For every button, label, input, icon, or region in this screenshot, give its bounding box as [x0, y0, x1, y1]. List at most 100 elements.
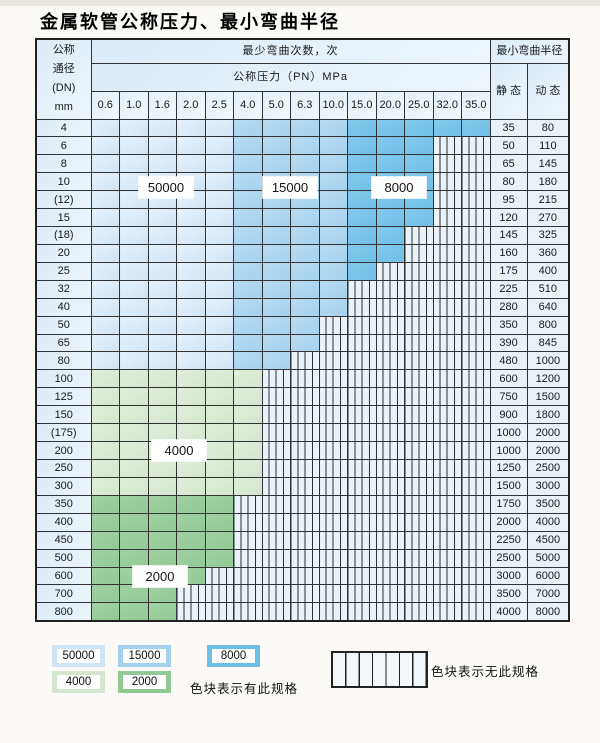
table-row: 4 35 80	[35, 118, 570, 138]
no-spec-cell	[461, 423, 491, 443]
spec-cell	[233, 279, 263, 299]
spec-cell	[147, 476, 177, 496]
no-spec-cell	[432, 333, 462, 353]
dn-cell: 500	[35, 548, 92, 568]
no-spec-cell	[432, 530, 462, 550]
no-spec-cell	[290, 566, 320, 586]
spec-cell	[147, 459, 177, 478]
no-spec-cell	[290, 405, 320, 425]
table-row: 100 600 1200	[35, 369, 570, 389]
spec-cell	[147, 405, 177, 425]
spec-cell	[176, 190, 206, 210]
dynamic-radius-cell: 400	[526, 261, 570, 281]
no-spec-hatch-swatch	[331, 651, 428, 688]
spec-cell	[204, 441, 234, 461]
table-row: 32 225 510	[35, 279, 570, 299]
spec-cell	[318, 279, 348, 299]
spec-cell	[147, 333, 177, 353]
no-spec-cell	[404, 494, 434, 514]
spec-cell	[290, 333, 320, 353]
no-spec-cell	[347, 297, 377, 317]
no-spec-cell	[461, 441, 491, 461]
spec-cell	[261, 172, 291, 192]
no-spec-cell	[461, 387, 491, 407]
dn-cell: 700	[35, 584, 92, 604]
spec-cell	[204, 279, 234, 299]
no-spec-cell	[347, 512, 377, 532]
dn-cell: 20	[35, 243, 92, 263]
spec-cell	[233, 118, 263, 138]
no-spec-cell	[432, 190, 462, 210]
pressure-col-header: 10.0	[318, 90, 348, 120]
no-spec-cell	[261, 441, 291, 461]
dynamic-radius-cell: 180	[526, 172, 570, 192]
spec-cell	[176, 512, 206, 532]
no-spec-cell	[375, 297, 405, 317]
table-row: 800 4000 8000	[35, 602, 570, 622]
dn-column-header: 公称 通径 (DN) mm	[35, 38, 92, 120]
no-spec-cell	[461, 333, 491, 353]
no-spec-cell	[290, 548, 320, 568]
no-spec-cell	[318, 351, 348, 371]
spec-cell	[147, 369, 177, 389]
dynamic-radius-cell: 845	[526, 333, 570, 353]
spec-cell	[147, 494, 177, 514]
dn-cell: 6	[35, 136, 92, 156]
dynamic-radius-cell: 3000	[526, 476, 570, 496]
spec-cell	[147, 208, 177, 228]
no-spec-cell	[375, 530, 405, 550]
no-spec-cell	[404, 226, 434, 245]
table-row: 10 80 180	[35, 172, 570, 192]
spec-cell	[318, 226, 348, 245]
no-spec-cell	[404, 602, 434, 622]
dynamic-radius-cell: 360	[526, 243, 570, 263]
spec-cell	[233, 476, 263, 496]
spec-cell	[147, 351, 177, 371]
has-spec-note: 色块表示有此规格	[190, 682, 299, 696]
dn-cell: 65	[35, 333, 92, 353]
spec-cell	[347, 136, 377, 156]
no-spec-cell	[318, 494, 348, 514]
pressure-col-header: 5.0	[261, 90, 291, 120]
spec-cell	[261, 297, 291, 317]
spec-cell	[119, 602, 149, 622]
no-spec-cell	[404, 405, 434, 425]
no-spec-cell	[318, 369, 348, 389]
spec-cell	[147, 315, 177, 335]
no-spec-cell	[261, 369, 291, 389]
table-row: 6 50 110	[35, 136, 570, 156]
no-spec-cell	[347, 369, 377, 389]
spec-cell	[90, 297, 120, 317]
spec-cell	[176, 351, 206, 371]
spec-cell	[404, 190, 434, 210]
spec-cell	[119, 423, 149, 443]
static-radius-cell: 95	[489, 190, 528, 210]
table-row: 80 480 1000	[35, 351, 570, 371]
no-spec-cell	[461, 584, 491, 604]
spec-cell	[147, 297, 177, 317]
spec-cell	[147, 154, 177, 174]
spec-cell	[119, 351, 149, 371]
spec-cell	[176, 118, 206, 138]
no-spec-cell	[290, 387, 320, 407]
dn-cell: 150	[35, 405, 92, 425]
no-spec-cell	[375, 351, 405, 371]
spec-cell	[261, 315, 291, 335]
no-spec-cell	[290, 476, 320, 496]
spec-cell	[176, 494, 206, 514]
no-spec-cell	[261, 494, 291, 514]
dn-header-line: (DN)	[52, 82, 76, 95]
spec-cell	[90, 154, 120, 174]
no-spec-cell	[461, 369, 491, 389]
dn-header-line: mm	[54, 101, 73, 114]
spec-cell	[375, 136, 405, 156]
no-spec-cell	[461, 602, 491, 622]
spec-cell	[90, 172, 120, 192]
dynamic-radius-cell: 325	[526, 226, 570, 245]
no-spec-cell	[461, 405, 491, 425]
no-spec-cell	[375, 423, 405, 443]
spec-cell	[147, 261, 177, 281]
spec-cell	[290, 208, 320, 228]
no-spec-cell	[233, 530, 263, 550]
legend-swatch: 15000	[118, 645, 171, 667]
